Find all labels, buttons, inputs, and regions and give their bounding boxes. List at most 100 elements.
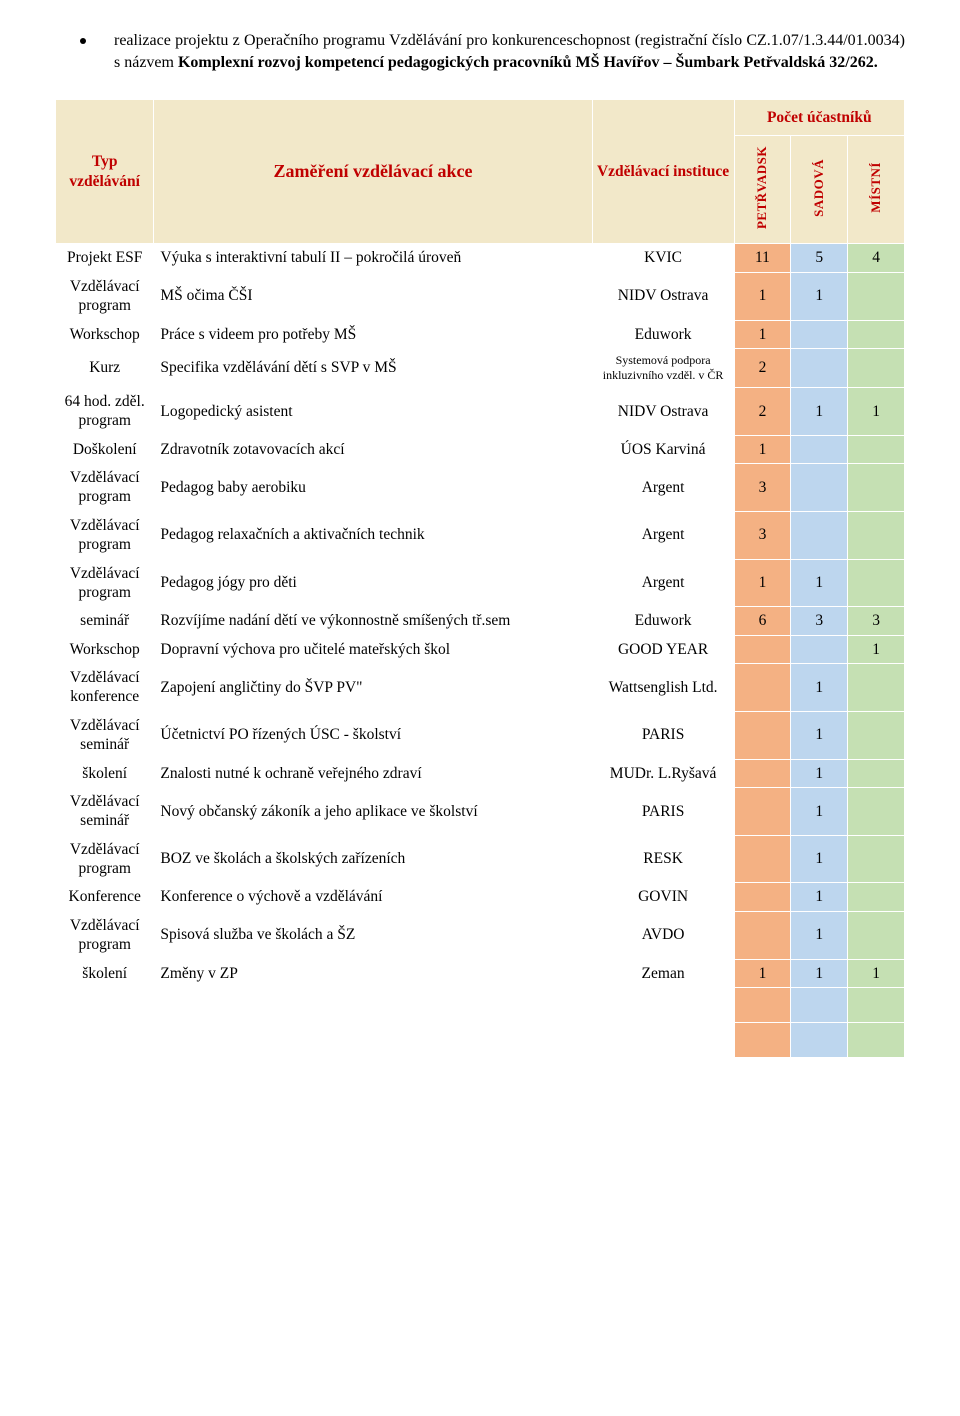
cell-sadova: 1: [791, 711, 848, 759]
cell-mistni: [848, 272, 905, 320]
table-row: DoškoleníZdravotník zotavovacích akcíÚOS…: [56, 435, 905, 463]
header-institution: Vzdělávací instituce: [592, 99, 734, 244]
cell-petrvadsk: 1: [734, 959, 791, 987]
cell-focus: Konference o výchově a vzdělávání: [154, 883, 592, 911]
cell-mistni: [848, 464, 905, 512]
cell-type: seminář: [56, 607, 154, 635]
table-row: Vzdělávací seminářNový občanský zákoník …: [56, 787, 905, 835]
cell-institution: NIDV Ostrava: [592, 272, 734, 320]
table-row: KurzSpecifika vzdělávání dětí s SVP v MŠ…: [56, 348, 905, 387]
cell-institution: Eduwork: [592, 607, 734, 635]
cell-petrvadsk: 1: [734, 320, 791, 348]
cell-sadova: 1: [791, 835, 848, 883]
cell-type: Workschop: [56, 635, 154, 663]
cell-type: školení: [56, 959, 154, 987]
cell-type: Vzdělávací konference: [56, 664, 154, 712]
table-row: Vzdělávací programPedagog relaxačních a …: [56, 511, 905, 559]
cell-petrvadsk: 11: [734, 244, 791, 272]
cell-type: 64 hod. zděl. program: [56, 387, 154, 435]
cell-petrvadsk: [734, 711, 791, 759]
table-row: seminářRozvíjíme nadání dětí ve výkonnos…: [56, 607, 905, 635]
training-table: Typ vzdělávání Zaměření vzdělávací akce …: [55, 99, 905, 1058]
cell-type: [56, 987, 154, 1022]
cell-sadova: [791, 511, 848, 559]
table-row: KonferenceKonference o výchově a vzděláv…: [56, 883, 905, 911]
cell-petrvadsk: 2: [734, 348, 791, 387]
cell-petrvadsk: [734, 664, 791, 712]
cell-institution: [592, 987, 734, 1022]
cell-sadova: 1: [791, 959, 848, 987]
cell-institution: KVIC: [592, 244, 734, 272]
cell-sadova: 5: [791, 244, 848, 272]
cell-focus: Dopravní výchova pro učitelé mateřských …: [154, 635, 592, 663]
cell-mistni: [848, 320, 905, 348]
cell-focus: Pedagog baby aerobiku: [154, 464, 592, 512]
cell-type: Vzdělávací program: [56, 911, 154, 959]
cell-petrvadsk: 2: [734, 387, 791, 435]
cell-type: Projekt ESF: [56, 244, 154, 272]
cell-institution: Zeman: [592, 959, 734, 987]
cell-institution: PARIS: [592, 711, 734, 759]
cell-type: [56, 1022, 154, 1057]
cell-focus: Pedagog jógy pro děti: [154, 559, 592, 607]
cell-institution: [592, 1022, 734, 1057]
cell-type: Workschop: [56, 320, 154, 348]
cell-focus: Spisová služba ve školách a ŠZ: [154, 911, 592, 959]
cell-type: Kurz: [56, 348, 154, 387]
table-body: Projekt ESFVýuka s interaktivní tabulí I…: [56, 244, 905, 1058]
cell-focus: Změny v ZP: [154, 959, 592, 987]
cell-sadova: 1: [791, 787, 848, 835]
cell-petrvadsk: [734, 1022, 791, 1057]
cell-mistni: [848, 711, 905, 759]
cell-petrvadsk: [734, 635, 791, 663]
cell-type: Vzdělávací program: [56, 835, 154, 883]
table-row: Vzdělávací programPedagog jógy pro dětiA…: [56, 559, 905, 607]
cell-type: školení: [56, 759, 154, 787]
cell-sadova: 1: [791, 911, 848, 959]
table-row: WorkschopDopravní výchova pro učitelé ma…: [56, 635, 905, 663]
cell-focus: Výuka s interaktivní tabulí II – pokroči…: [154, 244, 592, 272]
cell-focus: BOZ ve školách a školských zařízeních: [154, 835, 592, 883]
cell-institution: AVDO: [592, 911, 734, 959]
cell-institution: PARIS: [592, 787, 734, 835]
cell-sadova: [791, 635, 848, 663]
cell-mistni: [848, 759, 905, 787]
table-row: Vzdělávací programBOZ ve školách a škols…: [56, 835, 905, 883]
cell-institution: Argent: [592, 464, 734, 512]
cell-mistni: 3: [848, 607, 905, 635]
cell-mistni: [848, 883, 905, 911]
cell-petrvadsk: 3: [734, 511, 791, 559]
table-row: Vzdělávací programSpisová služba ve škol…: [56, 911, 905, 959]
cell-focus: Logopedický asistent: [154, 387, 592, 435]
cell-sadova: [791, 348, 848, 387]
cell-type: Vzdělávací program: [56, 511, 154, 559]
cell-institution: GOVIN: [592, 883, 734, 911]
cell-petrvadsk: 3: [734, 464, 791, 512]
cell-mistni: [848, 987, 905, 1022]
cell-petrvadsk: [734, 883, 791, 911]
cell-mistni: [848, 835, 905, 883]
cell-institution: Argent: [592, 511, 734, 559]
cell-focus: [154, 987, 592, 1022]
intro-part2-bold: Komplexní rozvoj kompetencí pedagogickýc…: [178, 54, 878, 71]
table-row: WorkschopPráce s videem pro potřeby MŠEd…: [56, 320, 905, 348]
cell-focus: Rozvíjíme nadání dětí ve výkonnostně smí…: [154, 607, 592, 635]
cell-sadova: 1: [791, 559, 848, 607]
intro-bullet-row: realizace projektu z Operačního programu…: [55, 30, 905, 75]
table-row: [56, 1022, 905, 1057]
cell-type: Doškolení: [56, 435, 154, 463]
cell-sadova: 1: [791, 759, 848, 787]
cell-petrvadsk: 1: [734, 559, 791, 607]
cell-type: Vzdělávací program: [56, 464, 154, 512]
cell-mistni: 4: [848, 244, 905, 272]
table-row: Projekt ESFVýuka s interaktivní tabulí I…: [56, 244, 905, 272]
cell-petrvadsk: [734, 759, 791, 787]
bullet-icon: [80, 38, 86, 44]
cell-petrvadsk: [734, 787, 791, 835]
header-focus: Zaměření vzdělávací akce: [154, 99, 592, 244]
cell-petrvadsk: [734, 987, 791, 1022]
cell-sadova: 1: [791, 272, 848, 320]
cell-institution: Systemová podpora inkluzivního vzděl. v …: [592, 348, 734, 387]
cell-focus: Nový občanský zákoník a jeho aplikace ve…: [154, 787, 592, 835]
cell-focus: Zdravotník zotavovacích akcí: [154, 435, 592, 463]
